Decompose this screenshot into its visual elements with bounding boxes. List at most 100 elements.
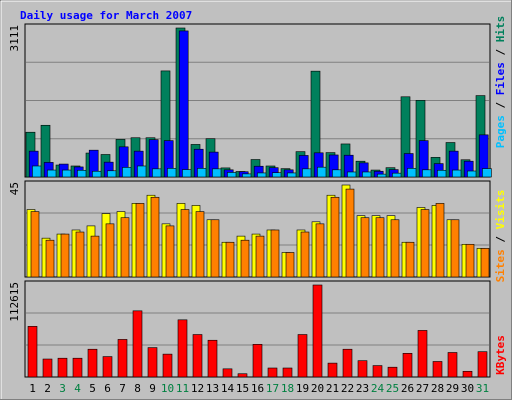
day-tick-label: 7 xyxy=(119,382,126,395)
sites-bar xyxy=(240,239,250,278)
sites-bar xyxy=(150,196,160,278)
kbytes-bar xyxy=(402,353,413,378)
chart-title: Daily usage for March 2007 xyxy=(20,9,192,22)
sites-bar xyxy=(30,211,40,278)
sites-bar xyxy=(180,209,190,278)
day-tick-label: 9 xyxy=(149,382,156,395)
legend-item-kbytes: KBytes xyxy=(494,335,507,375)
kbytes-bar xyxy=(27,326,38,378)
pages-bar xyxy=(407,168,417,178)
pages-bar xyxy=(122,167,132,178)
day-tick-label: 10 xyxy=(161,382,174,395)
sites-bar xyxy=(195,211,205,278)
pages-bar xyxy=(452,169,462,178)
day-tick-label: 15 xyxy=(236,382,249,395)
legend: KBytes xyxy=(494,335,507,375)
kbytes-bar xyxy=(267,367,278,378)
pages-bar xyxy=(257,172,267,178)
day-tick-label: 25 xyxy=(386,382,399,395)
day-tick-label: 2 xyxy=(44,382,51,395)
legend-item-files: Files xyxy=(494,62,507,95)
kbytes-bar xyxy=(282,367,293,378)
kbytes-bar xyxy=(357,360,368,378)
sites-bar xyxy=(315,223,325,278)
kbytes-bar xyxy=(477,351,488,378)
legend-item-hits: Hits xyxy=(494,16,507,43)
kbytes-bar xyxy=(372,365,383,378)
day-tick-label: 11 xyxy=(176,382,189,395)
day-tick-label: 16 xyxy=(251,382,264,395)
sites-bar xyxy=(405,241,415,278)
kbytes-bar xyxy=(117,339,128,378)
kbytes-bar xyxy=(252,344,263,378)
sites-bar xyxy=(75,231,85,278)
pages-bar xyxy=(377,173,387,178)
kbytes-bar xyxy=(57,357,68,378)
kbytes-bar xyxy=(312,284,323,378)
day-tick-label: 5 xyxy=(89,382,96,395)
pages-bar xyxy=(62,169,72,178)
sites-bar xyxy=(210,219,220,278)
legend-item-pages: Pages xyxy=(494,115,507,148)
kbytes-bar xyxy=(207,339,218,378)
pages-bar xyxy=(182,169,192,178)
day-tick-label: 6 xyxy=(104,382,111,395)
pages-bar xyxy=(482,168,492,178)
scale-label: 3111 xyxy=(8,25,21,52)
legend-separator: / xyxy=(494,95,507,115)
sites-bar xyxy=(90,235,100,278)
day-tick-label: 24 xyxy=(371,382,385,395)
kbytes-bar xyxy=(72,357,83,378)
pages-bar xyxy=(107,170,117,178)
day-tick-label: 12 xyxy=(191,382,204,395)
pages-bar xyxy=(302,168,312,178)
day-tick-label: 14 xyxy=(221,382,235,395)
kbytes-bar xyxy=(297,334,308,378)
sites-bar xyxy=(480,248,490,278)
pages-bar xyxy=(467,170,477,178)
day-tick-label: 3 xyxy=(59,382,66,395)
sites-bar xyxy=(225,241,235,278)
day-tick-label: 29 xyxy=(446,382,459,395)
pages-bar xyxy=(137,165,147,178)
day-tick-label: 18 xyxy=(281,382,294,395)
kbytes-bar xyxy=(222,368,233,378)
pages-bar xyxy=(32,165,42,178)
pages-bar xyxy=(272,172,282,178)
kbytes-bar xyxy=(432,361,443,378)
sites-bar xyxy=(450,219,460,278)
sites-bar xyxy=(360,217,370,278)
sites-bar xyxy=(375,217,385,278)
sites-bar xyxy=(135,203,145,278)
day-tick-label: 31 xyxy=(476,382,489,395)
pages-bar xyxy=(152,168,162,178)
sites-bar xyxy=(285,252,295,278)
pages-bar xyxy=(347,171,357,178)
sites-bar xyxy=(345,188,355,278)
day-tick-label: 20 xyxy=(311,382,324,395)
kbytes-bar xyxy=(462,370,473,378)
pages-bar xyxy=(362,171,372,178)
kbytes-bar xyxy=(387,366,398,378)
legend-separator: / xyxy=(494,229,507,249)
kbytes-bar xyxy=(192,334,203,378)
pages-bar xyxy=(422,169,432,178)
day-tick-label: 17 xyxy=(266,382,279,395)
pages-bar xyxy=(167,168,177,178)
sites-bar xyxy=(465,243,475,278)
sites-bar xyxy=(390,219,400,278)
day-tick-label: 28 xyxy=(431,382,444,395)
day-tick-label: 26 xyxy=(401,382,414,395)
pages-bar xyxy=(197,168,207,178)
legend-separator: / xyxy=(494,42,507,62)
kbytes-bar xyxy=(237,373,248,378)
sites-bar xyxy=(270,229,280,278)
day-tick-label: 21 xyxy=(326,382,339,395)
kbytes-bar xyxy=(147,347,158,378)
kbytes-bar xyxy=(327,362,338,378)
pages-bar xyxy=(437,169,447,178)
pages-bar xyxy=(47,169,57,178)
sites-bar xyxy=(420,209,430,278)
files-bar xyxy=(178,30,189,178)
day-tick-label: 22 xyxy=(341,382,354,395)
